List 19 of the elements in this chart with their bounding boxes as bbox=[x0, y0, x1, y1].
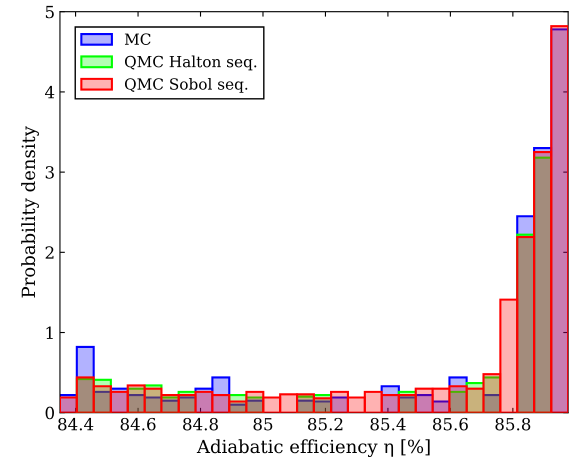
x-tick-label: 84.4 bbox=[58, 418, 94, 430]
y-tick-label: 3 bbox=[46, 166, 54, 179]
y-tick-label: 0 bbox=[46, 406, 54, 420]
x-tick-label: 84.6 bbox=[120, 418, 156, 430]
y-tick-label: 1 bbox=[46, 326, 53, 339]
x-tick-label: 85.4 bbox=[370, 418, 406, 430]
x-tick-label: 85.6 bbox=[432, 418, 468, 430]
legend-label: MC bbox=[124, 33, 151, 45]
x-axis-title: Adiabatic efficiency η [%] bbox=[196, 439, 430, 457]
y-tick-label: 2 bbox=[46, 246, 54, 259]
x-tick-label: 84.8 bbox=[183, 418, 218, 430]
x-tick-label: 85.8 bbox=[495, 418, 530, 430]
y-axis-title: Probability density bbox=[21, 126, 39, 298]
x-tick-label: 85.2 bbox=[308, 418, 342, 430]
x-tick-label: 85 bbox=[253, 418, 272, 430]
legend-label: QMC Sobol seq. bbox=[124, 78, 248, 93]
y-tick-label: 4 bbox=[45, 86, 54, 98]
legend-label: QMC Halton seq. bbox=[124, 56, 256, 70]
y-tick-label: 5 bbox=[46, 6, 54, 18]
